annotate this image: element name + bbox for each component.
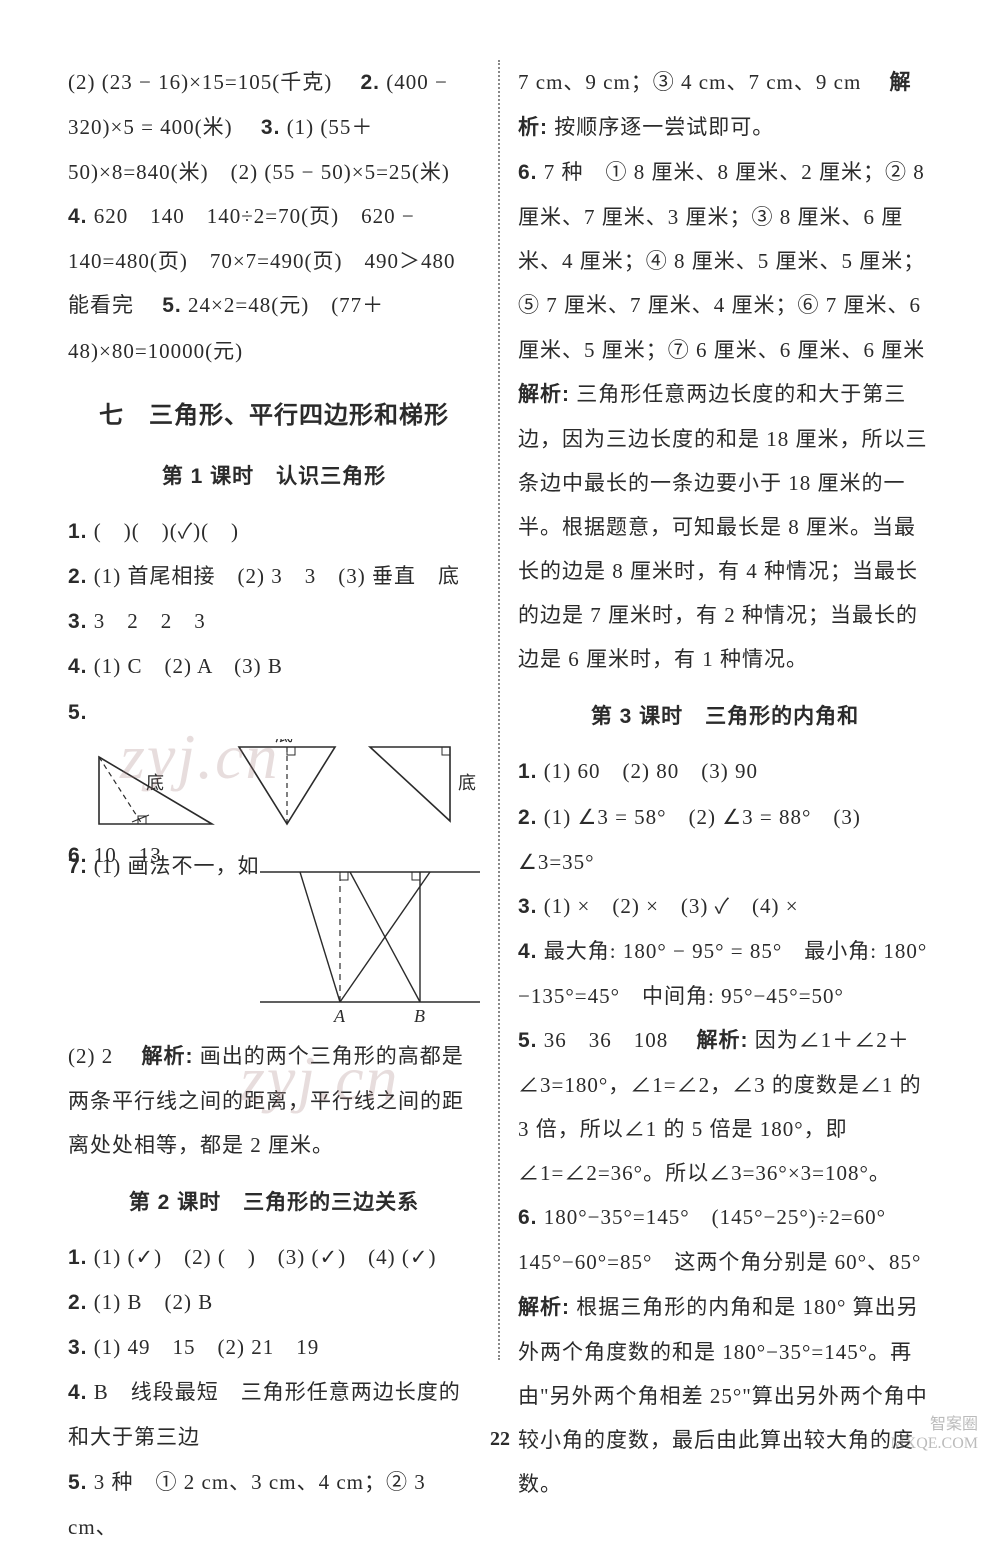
l3q6b: 解析: 根据三角形的内角和是 180° 算出另外两个角度数的和是 180°−35… xyxy=(518,1285,932,1506)
section-title: 七 三角形、平行四边形和梯形 xyxy=(68,391,480,441)
triangle-1: 底 xyxy=(94,739,214,829)
text: 180°−35°=145° (145°−25°)÷2=60° 145°−60°=… xyxy=(518,1205,921,1274)
lesson-title: 第 1 课时 认识三角形 xyxy=(68,455,480,499)
label: 底 xyxy=(146,773,165,793)
text: (1) (✓) (2) ( ) (3) (✓) (4) (✓) xyxy=(94,1245,437,1269)
text: 按顺序逐一尝试即可。 xyxy=(554,115,774,139)
item-num: 3. xyxy=(261,116,281,139)
page-number: 22 xyxy=(0,1428,1000,1451)
text: (2) 2 xyxy=(68,1044,135,1068)
right-column: 7 cm、9 cm；③ 4 cm、7 cm、9 cm 解析: 按顺序逐一尝试即可… xyxy=(500,60,950,1360)
item-num: 4. xyxy=(518,940,538,963)
item-num: 6. xyxy=(518,1206,538,1229)
text-block: 4. 620 140 140÷2=70(页) 620 − 140=480(页) … xyxy=(68,194,480,372)
l2q3: 3. (1) 49 15 (2) 21 19 xyxy=(68,1325,480,1370)
text: (1) ∠3 = 58° (2) ∠3 = 88° (3) ∠3=35° xyxy=(518,805,861,874)
analysis-label: 解析: xyxy=(697,1029,749,1052)
item-num: 4. xyxy=(68,205,88,228)
item-num: 1. xyxy=(518,760,538,783)
point-a: A xyxy=(333,1006,346,1026)
analysis-label: 解析: xyxy=(518,383,570,406)
text: (2) (23 − 16)×15=105(千克) xyxy=(68,70,354,94)
l3q3: 3. (1) × (2) × (3) ✓ (4) × xyxy=(518,884,932,929)
text: 36 36 108 xyxy=(544,1028,691,1052)
q6: 6. 7 种 ① 8 厘米、8 厘米、2 厘米；② 8 厘米、7 厘米、3 厘米… xyxy=(518,150,932,681)
item-num: 2. xyxy=(68,565,88,588)
label: 底 xyxy=(458,773,477,793)
item-num: 3. xyxy=(68,1336,88,1359)
point-b: B xyxy=(414,1006,426,1026)
analysis-label: 解析: xyxy=(518,1296,570,1319)
q1: 1. ( )( )(✓)( ) xyxy=(68,509,480,554)
item-num: 1. xyxy=(68,520,88,543)
left-column: (2) (23 − 16)×15=105(千克) 2. (400 − 320)×… xyxy=(50,60,500,1360)
text: (1) 画法不一，如 xyxy=(94,854,260,878)
item-num: 2. xyxy=(361,71,381,94)
item-num: 5. xyxy=(162,294,182,317)
parallel-lines-diagram: A B xyxy=(260,852,480,1032)
lesson-title: 第 2 课时 三角形的三边关系 xyxy=(68,1181,480,1225)
q3: 3. 3 2 2 3 xyxy=(68,599,480,644)
triangle-row: 底 底 底 xyxy=(94,739,480,829)
item-num: 6. xyxy=(518,161,538,184)
corner-logo: 智案圈 MXQE.COM xyxy=(890,1415,978,1453)
item-num: 2. xyxy=(68,1291,88,1314)
text: (1) 60 (2) 80 (3) 90 xyxy=(544,759,758,783)
lesson-title: 第 3 课时 三角形的内角和 xyxy=(518,695,932,739)
q4: 4. (1) C (2) A (3) B xyxy=(68,644,480,689)
text: 三角形任意两边长度的和大于第三边，因为三边长度的和是 18 厘米，所以三条边中最… xyxy=(518,382,928,672)
q5: 5. xyxy=(68,690,480,735)
text: (1) C (2) A (3) B xyxy=(94,654,283,678)
triangle-icon: 底 xyxy=(360,739,490,829)
triangle-3: 底 xyxy=(360,739,480,829)
l2q2: 2. (1) B (2) B xyxy=(68,1280,480,1325)
item-num: 3. xyxy=(68,610,88,633)
l3q4: 4. 最大角: 180° − 95° = 85° 最小角: 180°−135°=… xyxy=(518,929,932,1018)
text: 3 种 ① 2 cm、3 cm、4 cm；② 3 cm、 xyxy=(68,1470,426,1539)
label: 底 xyxy=(275,739,294,745)
text: (1) × (2) × (3) ✓ (4) × xyxy=(544,894,799,918)
l3q6: 6. 180°−35°=145° (145°−25°)÷2=60° 145°−6… xyxy=(518,1195,932,1284)
item-num: 2. xyxy=(518,806,538,829)
triangle-2: 底 xyxy=(227,739,347,829)
l3q5: 5. 36 36 108 解析: 因为∠1＋∠2＋∠3=180°，∠1=∠2，∠… xyxy=(518,1018,932,1195)
l2q1: 1. (1) (✓) (2) ( ) (3) (✓) (4) (✓) xyxy=(68,1235,480,1280)
text-block: (2) (23 − 16)×15=105(千克) 2. (400 − 320)×… xyxy=(68,60,480,194)
text: (1) B (2) B xyxy=(94,1290,214,1314)
item-num: 1. xyxy=(68,1246,88,1269)
item-num: 5. xyxy=(518,1029,538,1052)
text-block: 7 cm、9 cm；③ 4 cm、7 cm、9 cm 解析: 按顺序逐一尝试即可… xyxy=(518,60,932,150)
item-num: 7. xyxy=(68,855,88,878)
l3q2: 2. (1) ∠3 = 58° (2) ∠3 = 88° (3) ∠3=35° xyxy=(518,795,932,884)
item-num: 5. xyxy=(68,1471,88,1494)
triangle-icon: 底 xyxy=(94,739,224,829)
q7: 7. (1) 画法不一，如 A B xyxy=(68,844,480,1034)
item-num: 3. xyxy=(518,895,538,918)
text: 7 种 ① 8 厘米、8 厘米、2 厘米；② 8 厘米、7 厘米、3 厘米；③ … xyxy=(518,160,947,361)
page: (2) (23 − 16)×15=105(千克) 2. (400 − 320)×… xyxy=(0,0,1000,1471)
q2: 2. (1) 首尾相接 (2) 3 3 (3) 垂直 底 xyxy=(68,554,480,599)
q7-part2: (2) 2 解析: 画出的两个三角形的高都是两条平行线之间的距离，平行线之间的距… xyxy=(68,1034,480,1167)
text: 根据三角形的内角和是 180° 算出另外两个角度数的和是 180°−35°=14… xyxy=(518,1295,928,1496)
l3q1: 1. (1) 60 (2) 80 (3) 90 xyxy=(518,749,932,794)
analysis-label: 解析: xyxy=(142,1045,194,1068)
item-num: 4. xyxy=(68,1381,88,1404)
text: ( )( )(✓)( ) xyxy=(94,519,239,543)
text: (1) 49 15 (2) 21 19 xyxy=(94,1335,319,1359)
text: 3 2 2 3 xyxy=(94,609,206,633)
logo-line2: MXQE.COM xyxy=(890,1434,978,1453)
item-num: 5. xyxy=(68,701,88,724)
l2q5: 5. 3 种 ① 2 cm、3 cm、4 cm；② 3 cm、 xyxy=(68,1460,480,1549)
text: 最大角: 180° − 95° = 85° 最小角: 180°−135°=45°… xyxy=(518,939,927,1008)
logo-line1: 智案圈 xyxy=(890,1415,978,1434)
item-num: 4. xyxy=(68,655,88,678)
q7-text: 7. (1) 画法不一，如 xyxy=(68,844,260,889)
triangle-icon: 底 xyxy=(227,739,347,829)
text: (1) 首尾相接 (2) 3 3 (3) 垂直 底 xyxy=(94,564,460,588)
text: 7 cm、9 cm；③ 4 cm、7 cm、9 cm xyxy=(518,70,883,94)
two-column-layout: (2) (23 − 16)×15=105(千克) 2. (400 − 320)×… xyxy=(50,60,950,1360)
